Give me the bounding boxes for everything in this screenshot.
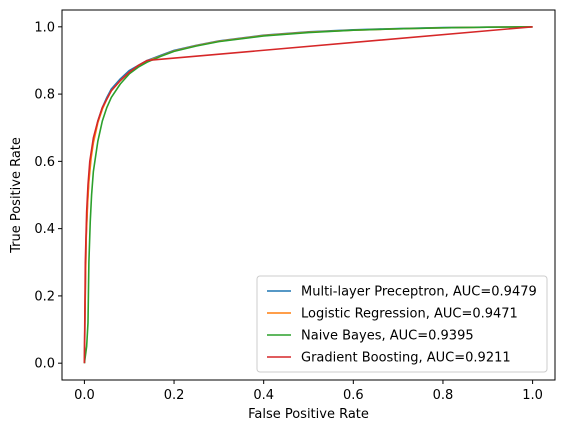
y-tick-label: 0.0 — [34, 357, 55, 372]
legend-box — [256, 275, 548, 373]
y-ticks: 0.0 0.2 0.4 0.6 0.8 1.0 — [34, 20, 62, 372]
y-axis-label: True Positive Rate — [9, 137, 24, 254]
x-tick-label: 0.2 — [164, 388, 185, 403]
x-ticks: 0.0 0.2 0.4 0.6 0.8 1.0 — [74, 380, 543, 403]
legend-label: Logistic Regression, AUC=0.9471 — [301, 307, 518, 322]
x-tick-label: 0.6 — [343, 388, 364, 403]
y-tick-label: 0.4 — [34, 222, 55, 237]
legend-label: Gradient Boosting, AUC=0.9211 — [301, 351, 511, 366]
x-tick-label: 0.4 — [253, 388, 274, 403]
roc-series-line-4 — [83, 26, 533, 364]
legend-label: Multi-layer Preceptron, AUC=0.9479 — [301, 285, 537, 300]
plot-lines — [83, 26, 533, 364]
roc-series-line-3 — [83, 26, 533, 364]
legend-label: Naive Bayes, AUC=0.9395 — [301, 329, 474, 344]
x-tick-label: 0.0 — [74, 388, 95, 403]
y-tick-label: 0.2 — [34, 289, 55, 304]
x-axis-label: False Positive Rate — [248, 407, 369, 422]
x-tick-label: 1.0 — [522, 388, 543, 403]
axes-frame — [61, 9, 556, 381]
x-tick-label: 0.8 — [433, 388, 454, 403]
y-tick-label: 1.0 — [34, 20, 55, 35]
legend: Multi-layer Preceptron, AUC=0.9479 Logist… — [256, 275, 548, 373]
y-tick-label: 0.8 — [34, 88, 55, 103]
y-tick-label: 0.6 — [34, 155, 55, 170]
